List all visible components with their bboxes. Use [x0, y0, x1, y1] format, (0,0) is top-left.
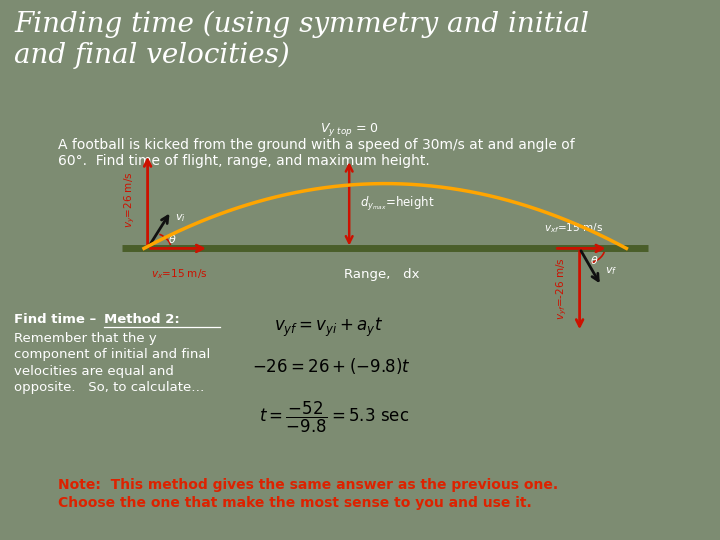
Text: Note:  This method gives the same answer as the previous one.: Note: This method gives the same answer …	[58, 478, 558, 492]
Text: velocities are equal and: velocities are equal and	[14, 364, 174, 377]
Text: A football is kicked from the ground with a speed of 30m/s at and angle of: A football is kicked from the ground wit…	[58, 138, 575, 152]
Text: $v_x$=15 m/s: $v_x$=15 m/s	[151, 267, 207, 281]
Text: Find time –: Find time –	[14, 313, 102, 326]
Text: $v_i$: $v_i$	[174, 212, 185, 224]
Text: $d_{y_{max}}$=height: $d_{y_{max}}$=height	[360, 195, 435, 213]
Text: Choose the one that make the most sense to you and use it.: Choose the one that make the most sense …	[58, 496, 531, 510]
Text: Method 2:: Method 2:	[104, 313, 180, 326]
Text: component of initial and final: component of initial and final	[14, 348, 211, 361]
Text: $\theta$: $\theta$	[168, 233, 176, 245]
Text: Finding time (using symmetry and initial
and final velocities): Finding time (using symmetry and initial…	[14, 11, 590, 69]
Text: $v_{yf} = v_{yi} + a_y t$: $v_{yf} = v_{yi} + a_y t$	[274, 316, 383, 339]
Text: opposite.   So, to calculate…: opposite. So, to calculate…	[14, 381, 204, 394]
Text: Remember that the y: Remember that the y	[14, 332, 157, 345]
Text: $v_{xf}$=15 m/s: $v_{xf}$=15 m/s	[544, 221, 603, 235]
Text: $v_y$=26 m/s: $v_y$=26 m/s	[122, 172, 137, 228]
Text: $V_{y\ top}$ = 0: $V_{y\ top}$ = 0	[320, 121, 379, 138]
Text: $t = \dfrac{-52}{-9.8} = 5.3\ \mathrm{sec}$: $t = \dfrac{-52}{-9.8} = 5.3\ \mathrm{se…	[259, 400, 409, 435]
Text: $v_{yf}$=-26 m/s: $v_{yf}$=-26 m/s	[554, 258, 569, 320]
Text: Range,   dx: Range, dx	[344, 268, 419, 281]
Text: $-26 = 26 + (-9.8)t$: $-26 = 26 + (-9.8)t$	[252, 356, 411, 376]
Text: 60°.  Find time of flight, range, and maximum height.: 60°. Find time of flight, range, and max…	[58, 154, 429, 168]
Text: $v_f$: $v_f$	[605, 265, 617, 276]
Text: $\theta$: $\theta$	[590, 254, 599, 266]
